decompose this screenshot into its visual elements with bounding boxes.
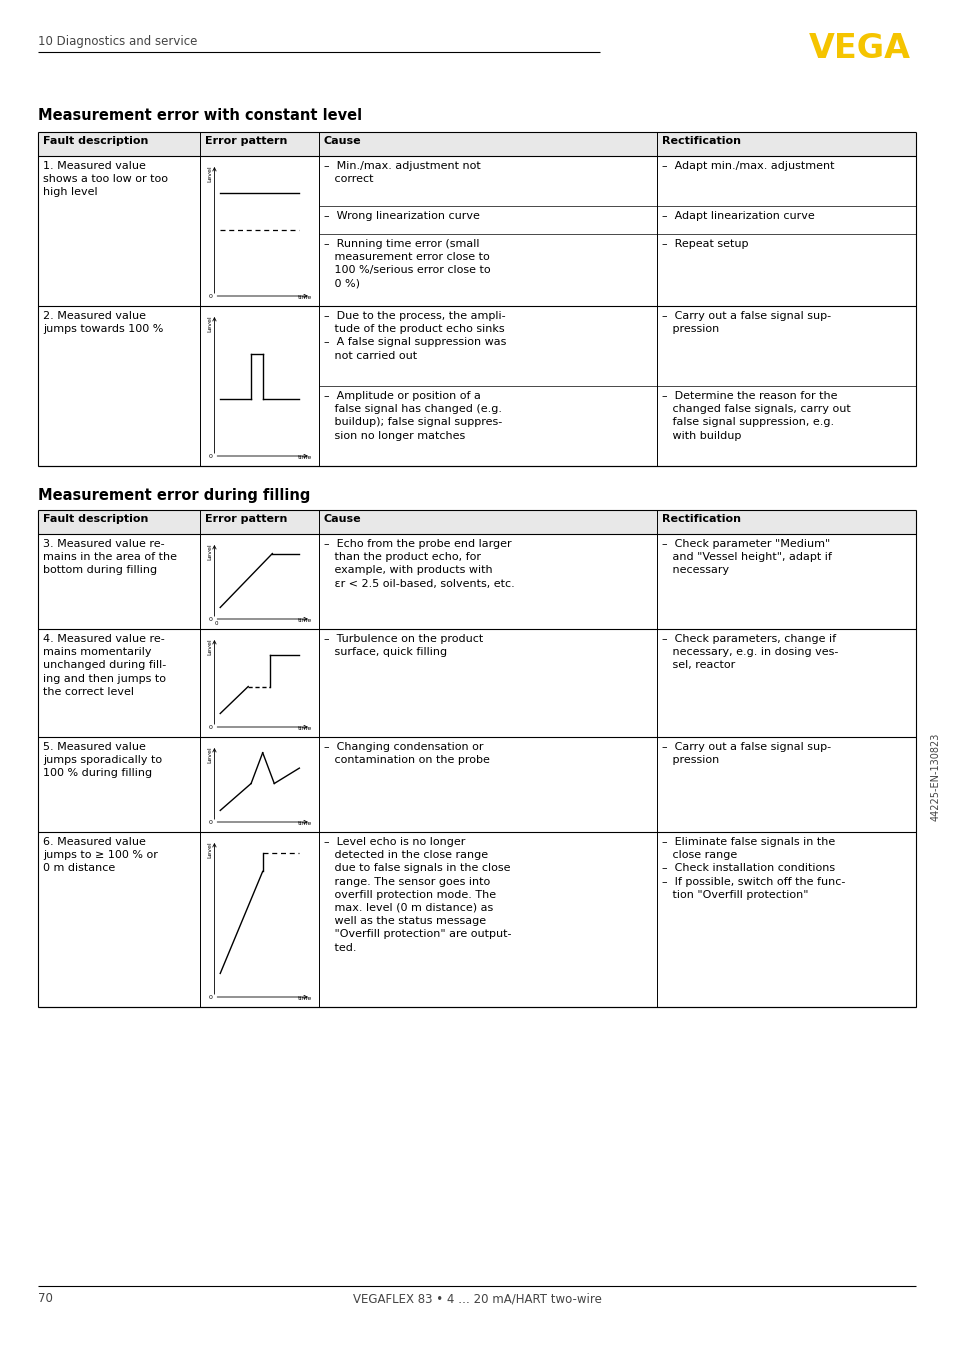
Text: time: time: [297, 455, 312, 460]
Text: –  Check parameters, change if
   necessary, e.g. in dosing ves-
   sel, reactor: – Check parameters, change if necessary,…: [661, 634, 838, 670]
Text: 0: 0: [209, 294, 213, 299]
Text: –  Carry out a false signal sup-
   pression: – Carry out a false signal sup- pression: [661, 311, 830, 334]
Text: time: time: [297, 726, 312, 731]
Text: time: time: [297, 997, 312, 1001]
Text: –  Eliminate false signals in the
   close range
–  Check installation condition: – Eliminate false signals in the close r…: [661, 837, 844, 900]
Text: Measurement error with constant level: Measurement error with constant level: [38, 108, 362, 123]
Text: Rectification: Rectification: [661, 135, 740, 146]
Text: 0: 0: [214, 621, 218, 626]
Text: 6. Measured value
jumps to ≥ 100 % or
0 m distance: 6. Measured value jumps to ≥ 100 % or 0 …: [43, 837, 157, 873]
Text: –  Amplitude or position of a
   false signal has changed (e.g.
   buildup); fal: – Amplitude or position of a false signa…: [324, 391, 501, 440]
Text: Cause: Cause: [324, 515, 361, 524]
Text: 1. Measured value
shows a too low or too
high level: 1. Measured value shows a too low or too…: [43, 161, 168, 198]
Text: Level: Level: [207, 543, 213, 559]
Bar: [38, 510, 915, 533]
Text: –  Adapt min./max. adjustment: – Adapt min./max. adjustment: [661, 161, 834, 171]
Text: Fault description: Fault description: [43, 135, 149, 146]
Text: –  Changing condensation or
   contamination on the probe: – Changing condensation or contamination…: [324, 742, 489, 765]
Text: time: time: [297, 821, 312, 826]
Text: 0: 0: [209, 454, 213, 459]
Text: Level: Level: [207, 841, 213, 857]
Text: VEGAFLEX 83 • 4 … 20 mA/HART two-wire: VEGAFLEX 83 • 4 … 20 mA/HART two-wire: [353, 1292, 600, 1305]
Text: 70: 70: [38, 1292, 52, 1305]
Text: 3. Measured value re-
mains in the area of the
bottom during filling: 3. Measured value re- mains in the area …: [43, 539, 177, 575]
Text: –  Adapt linearization curve: – Adapt linearization curve: [661, 211, 814, 221]
Text: time: time: [297, 295, 312, 301]
Text: 2. Measured value
jumps towards 100 %: 2. Measured value jumps towards 100 %: [43, 311, 163, 334]
Text: Error pattern: Error pattern: [205, 135, 288, 146]
Text: –  Repeat setup: – Repeat setup: [661, 240, 748, 249]
Text: 44225-EN-130823: 44225-EN-130823: [930, 733, 940, 821]
Text: –  Due to the process, the ampli-
   tude of the product echo sinks
–  A false s: – Due to the process, the ampli- tude of…: [324, 311, 506, 360]
Bar: [38, 131, 915, 156]
Text: Cause: Cause: [324, 135, 361, 146]
Text: Level: Level: [207, 638, 213, 654]
Text: 5. Measured value
jumps sporadically to
100 % during filling: 5. Measured value jumps sporadically to …: [43, 742, 162, 779]
Text: 0: 0: [209, 724, 213, 730]
Text: –  Echo from the probe end larger
   than the product echo, for
   example, with: – Echo from the probe end larger than th…: [324, 539, 515, 589]
Text: –  Determine the reason for the
   changed false signals, carry out
   false sig: – Determine the reason for the changed f…: [661, 391, 850, 440]
Text: 10 Diagnostics and service: 10 Diagnostics and service: [38, 35, 197, 47]
Text: –  Carry out a false signal sup-
   pression: – Carry out a false signal sup- pression: [661, 742, 830, 765]
Text: time: time: [297, 617, 312, 623]
Text: –  Level echo is no longer
   detected in the close range
   due to false signal: – Level echo is no longer detected in th…: [324, 837, 511, 953]
Text: 4. Measured value re-
mains momentarily
unchanged during fill-
ing and then jump: 4. Measured value re- mains momentarily …: [43, 634, 166, 697]
Text: Rectification: Rectification: [661, 515, 740, 524]
Text: –  Turbulence on the product
   surface, quick filling: – Turbulence on the product surface, qui…: [324, 634, 483, 657]
Text: Level: Level: [207, 315, 213, 332]
Text: –  Wrong linearization curve: – Wrong linearization curve: [324, 211, 479, 221]
Text: –  Check parameter "Medium"
   and "Vessel height", adapt if
   necessary: – Check parameter "Medium" and "Vessel h…: [661, 539, 831, 575]
Text: 0: 0: [209, 617, 213, 621]
Text: 0: 0: [209, 821, 213, 825]
Text: Level: Level: [207, 746, 213, 762]
Text: 0: 0: [209, 995, 213, 1001]
Text: –  Running time error (small
   measurement error close to
   100 %/serious erro: – Running time error (small measurement …: [324, 240, 490, 288]
Text: Level: Level: [207, 165, 213, 181]
Text: Error pattern: Error pattern: [205, 515, 288, 524]
Text: Measurement error during filling: Measurement error during filling: [38, 487, 310, 502]
Text: VEGA: VEGA: [808, 32, 910, 65]
Text: Fault description: Fault description: [43, 515, 149, 524]
Text: –  Min./max. adjustment not
   correct: – Min./max. adjustment not correct: [324, 161, 480, 184]
